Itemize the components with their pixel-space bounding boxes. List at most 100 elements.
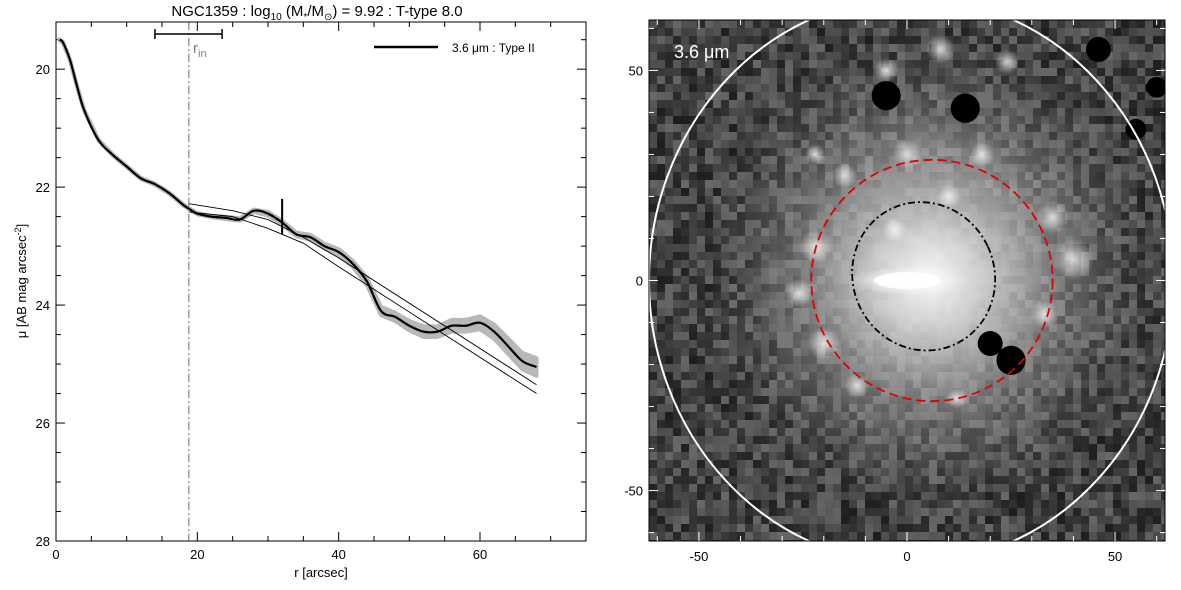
noise-pixel	[1161, 236, 1165, 244]
noise-pixel	[697, 292, 705, 300]
star-mask	[950, 93, 980, 123]
noise-pixel	[1113, 420, 1121, 428]
noise-pixel	[1121, 484, 1129, 492]
noise-pixel	[689, 404, 697, 412]
noise-pixel	[817, 516, 825, 524]
noise-pixel	[769, 60, 777, 68]
noise-pixel	[1161, 532, 1165, 540]
noise-pixel	[953, 28, 961, 36]
noise-pixel	[673, 92, 681, 100]
noise-pixel	[697, 172, 705, 180]
noise-pixel	[745, 100, 753, 108]
noise-pixel	[721, 516, 729, 524]
noise-pixel	[1121, 404, 1129, 412]
noise-pixel	[713, 52, 721, 60]
noise-pixel	[1073, 52, 1081, 60]
noise-pixel	[689, 308, 697, 316]
noise-pixel	[985, 524, 993, 532]
noise-pixel	[753, 452, 761, 460]
noise-pixel	[889, 28, 897, 36]
noise-pixel	[1129, 404, 1137, 412]
noise-pixel	[1137, 460, 1145, 468]
noise-pixel	[697, 412, 705, 420]
noise-pixel	[1113, 436, 1121, 444]
noise-pixel	[1161, 380, 1165, 388]
noise-pixel	[905, 516, 913, 524]
noise-pixel	[1001, 516, 1009, 524]
noise-pixel	[873, 508, 881, 516]
noise-pixel	[665, 116, 673, 124]
noise-pixel	[809, 492, 817, 500]
noise-pixel	[713, 180, 721, 188]
noise-pixel	[1065, 36, 1073, 44]
noise-pixel	[697, 36, 705, 44]
noise-pixel	[697, 124, 705, 132]
noise-pixel	[1033, 516, 1041, 524]
noise-pixel	[1033, 36, 1041, 44]
noise-pixel	[713, 428, 721, 436]
noise-pixel	[1049, 60, 1057, 68]
noise-pixel	[1113, 92, 1121, 100]
noise-pixel	[649, 364, 657, 372]
noise-pixel	[729, 396, 737, 404]
noise-pixel	[673, 220, 681, 228]
noise-pixel	[729, 108, 737, 116]
noise-pixel	[705, 372, 713, 380]
noise-pixel	[673, 356, 681, 364]
noise-pixel	[657, 84, 665, 92]
noise-pixel	[673, 284, 681, 292]
noise-pixel	[769, 76, 777, 84]
noise-pixel	[1137, 52, 1145, 60]
noise-pixel	[1025, 516, 1033, 524]
noise-pixel	[1105, 484, 1113, 492]
noise-pixel	[673, 60, 681, 68]
bright-knot	[805, 144, 826, 165]
noise-pixel	[681, 100, 689, 108]
noise-pixel	[1137, 508, 1145, 516]
noise-pixel	[657, 268, 665, 276]
noise-pixel	[705, 332, 713, 340]
noise-pixel	[665, 308, 673, 316]
noise-pixel	[1081, 44, 1089, 52]
noise-pixel	[761, 468, 769, 476]
noise-pixel	[649, 44, 657, 52]
noise-pixel	[1161, 20, 1165, 28]
noise-pixel	[1049, 44, 1057, 52]
noise-pixel	[1161, 60, 1165, 68]
noise-pixel	[753, 108, 761, 116]
noise-pixel	[689, 436, 697, 444]
noise-pixel	[689, 396, 697, 404]
noise-pixel	[705, 212, 713, 220]
noise-pixel	[809, 524, 817, 532]
noise-pixel	[657, 124, 665, 132]
noise-pixel	[729, 44, 737, 52]
noise-pixel	[1145, 348, 1153, 356]
noise-pixel	[1137, 380, 1145, 388]
noise-pixel	[689, 460, 697, 468]
noise-pixel	[681, 268, 689, 276]
noise-pixel	[673, 196, 681, 204]
noise-pixel	[665, 220, 673, 228]
noise-pixel	[1073, 68, 1081, 76]
noise-pixel	[649, 92, 657, 100]
noise-pixel	[969, 508, 977, 516]
ylabel-suffix: ]	[14, 224, 29, 228]
noise-pixel	[721, 92, 729, 100]
noise-pixel	[681, 276, 689, 284]
noise-pixel	[713, 412, 721, 420]
noise-pixel	[1161, 308, 1165, 316]
noise-pixel	[657, 332, 665, 340]
noise-pixel	[673, 28, 681, 36]
noise-pixel	[673, 316, 681, 324]
noise-pixel	[1113, 444, 1121, 452]
noise-pixel	[1121, 36, 1129, 44]
noise-pixel	[673, 292, 681, 300]
noise-pixel	[681, 476, 689, 484]
noise-pixel	[1145, 356, 1153, 364]
noise-pixel	[697, 508, 705, 516]
noise-pixel	[705, 148, 713, 156]
noise-pixel	[689, 260, 697, 268]
noise-pixel	[657, 36, 665, 44]
noise-pixel	[665, 60, 673, 68]
